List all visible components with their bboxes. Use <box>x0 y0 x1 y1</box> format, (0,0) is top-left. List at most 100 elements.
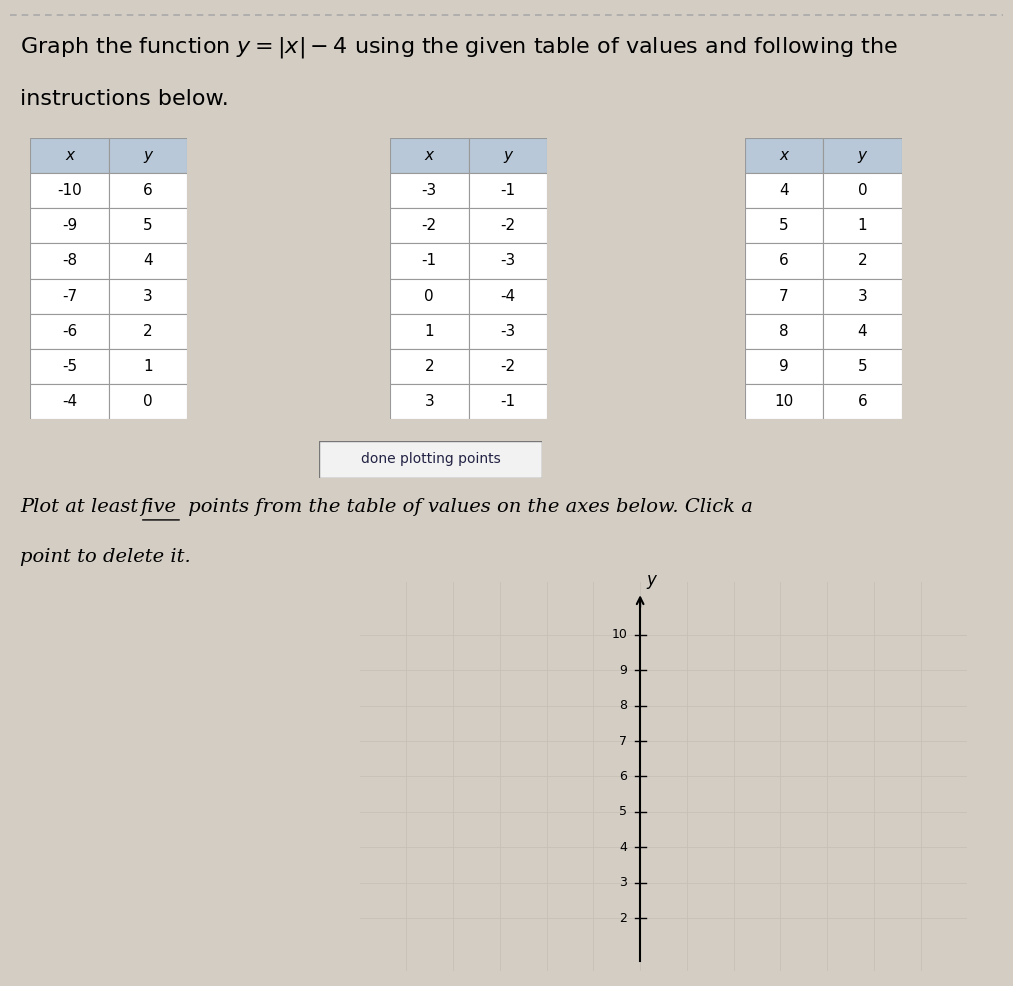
Bar <box>468 384 547 419</box>
Text: 6: 6 <box>857 394 867 409</box>
Text: x: x <box>424 148 434 163</box>
Bar <box>109 138 187 174</box>
Text: 7: 7 <box>779 289 789 304</box>
Bar <box>745 244 824 279</box>
Bar <box>468 279 547 314</box>
Text: y: y <box>647 571 656 589</box>
Text: 2: 2 <box>619 912 627 925</box>
Text: -3: -3 <box>500 253 516 268</box>
Text: 8: 8 <box>779 323 789 339</box>
Bar <box>30 314 109 349</box>
Text: -6: -6 <box>62 323 77 339</box>
Text: 10: 10 <box>611 628 627 641</box>
Bar <box>745 314 824 349</box>
Text: -2: -2 <box>500 359 516 374</box>
Text: y: y <box>858 148 867 163</box>
Text: point to delete it.: point to delete it. <box>20 548 190 566</box>
Text: 3: 3 <box>424 394 435 409</box>
Text: 7: 7 <box>619 735 627 747</box>
Bar <box>745 208 824 244</box>
Text: 6: 6 <box>143 183 153 198</box>
Text: x: x <box>65 148 74 163</box>
Text: points from the table of values on the axes below. Click a: points from the table of values on the a… <box>182 498 753 516</box>
Bar <box>824 279 902 314</box>
Text: 3: 3 <box>143 289 153 304</box>
Text: 2: 2 <box>857 253 867 268</box>
Bar <box>468 349 547 384</box>
Bar <box>468 314 547 349</box>
Bar <box>745 138 824 174</box>
Bar <box>390 174 468 208</box>
Text: 4: 4 <box>143 253 153 268</box>
Bar <box>745 384 824 419</box>
Text: -2: -2 <box>421 218 437 234</box>
Bar <box>30 349 109 384</box>
Text: 3: 3 <box>619 877 627 889</box>
Text: 10: 10 <box>774 394 793 409</box>
Text: 2: 2 <box>143 323 153 339</box>
Text: -10: -10 <box>58 183 82 198</box>
Text: 0: 0 <box>143 394 153 409</box>
Bar <box>109 349 187 384</box>
Text: -2: -2 <box>500 218 516 234</box>
Bar <box>109 244 187 279</box>
Bar <box>30 384 109 419</box>
Text: -1: -1 <box>500 394 516 409</box>
Bar <box>109 314 187 349</box>
Bar <box>468 174 547 208</box>
Bar <box>30 138 109 174</box>
Text: 8: 8 <box>619 699 627 712</box>
Bar <box>390 138 468 174</box>
Bar <box>824 314 902 349</box>
Bar <box>109 174 187 208</box>
Bar <box>745 174 824 208</box>
Bar <box>468 208 547 244</box>
Text: -1: -1 <box>421 253 437 268</box>
Bar <box>390 314 468 349</box>
Bar <box>390 208 468 244</box>
Text: 1: 1 <box>857 218 867 234</box>
Bar <box>824 244 902 279</box>
Text: -1: -1 <box>500 183 516 198</box>
Text: 5: 5 <box>143 218 153 234</box>
Bar <box>390 244 468 279</box>
Text: 1: 1 <box>424 323 435 339</box>
Text: 9: 9 <box>619 664 627 676</box>
Text: 0: 0 <box>857 183 867 198</box>
Text: y: y <box>503 148 513 163</box>
Bar <box>824 208 902 244</box>
Text: 5: 5 <box>779 218 789 234</box>
Text: -9: -9 <box>62 218 77 234</box>
Text: 6: 6 <box>779 253 789 268</box>
Bar <box>824 349 902 384</box>
Text: x: x <box>779 148 788 163</box>
Text: -4: -4 <box>62 394 77 409</box>
Text: 5: 5 <box>619 806 627 818</box>
Bar <box>390 279 468 314</box>
Text: 5: 5 <box>857 359 867 374</box>
Bar <box>30 208 109 244</box>
Text: 4: 4 <box>779 183 789 198</box>
Bar <box>30 244 109 279</box>
Text: 9: 9 <box>779 359 789 374</box>
Bar <box>109 384 187 419</box>
Text: 1: 1 <box>143 359 153 374</box>
Bar <box>468 244 547 279</box>
Text: -7: -7 <box>62 289 77 304</box>
Text: 0: 0 <box>424 289 435 304</box>
Text: 6: 6 <box>619 770 627 783</box>
Bar <box>109 208 187 244</box>
Bar <box>824 138 902 174</box>
Text: five: five <box>140 498 176 516</box>
Text: -3: -3 <box>421 183 437 198</box>
Bar <box>468 138 547 174</box>
Text: 3: 3 <box>857 289 867 304</box>
Text: -3: -3 <box>500 323 516 339</box>
Bar <box>745 349 824 384</box>
Text: Plot at least: Plot at least <box>20 498 145 516</box>
Text: y: y <box>144 148 153 163</box>
Bar <box>30 174 109 208</box>
Text: -8: -8 <box>62 253 77 268</box>
Bar <box>30 279 109 314</box>
Bar <box>390 349 468 384</box>
